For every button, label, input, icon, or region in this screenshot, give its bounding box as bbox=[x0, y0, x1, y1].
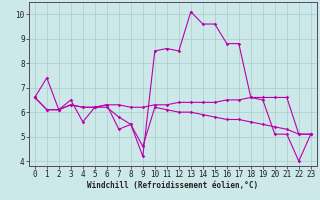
X-axis label: Windchill (Refroidissement éolien,°C): Windchill (Refroidissement éolien,°C) bbox=[87, 181, 258, 190]
